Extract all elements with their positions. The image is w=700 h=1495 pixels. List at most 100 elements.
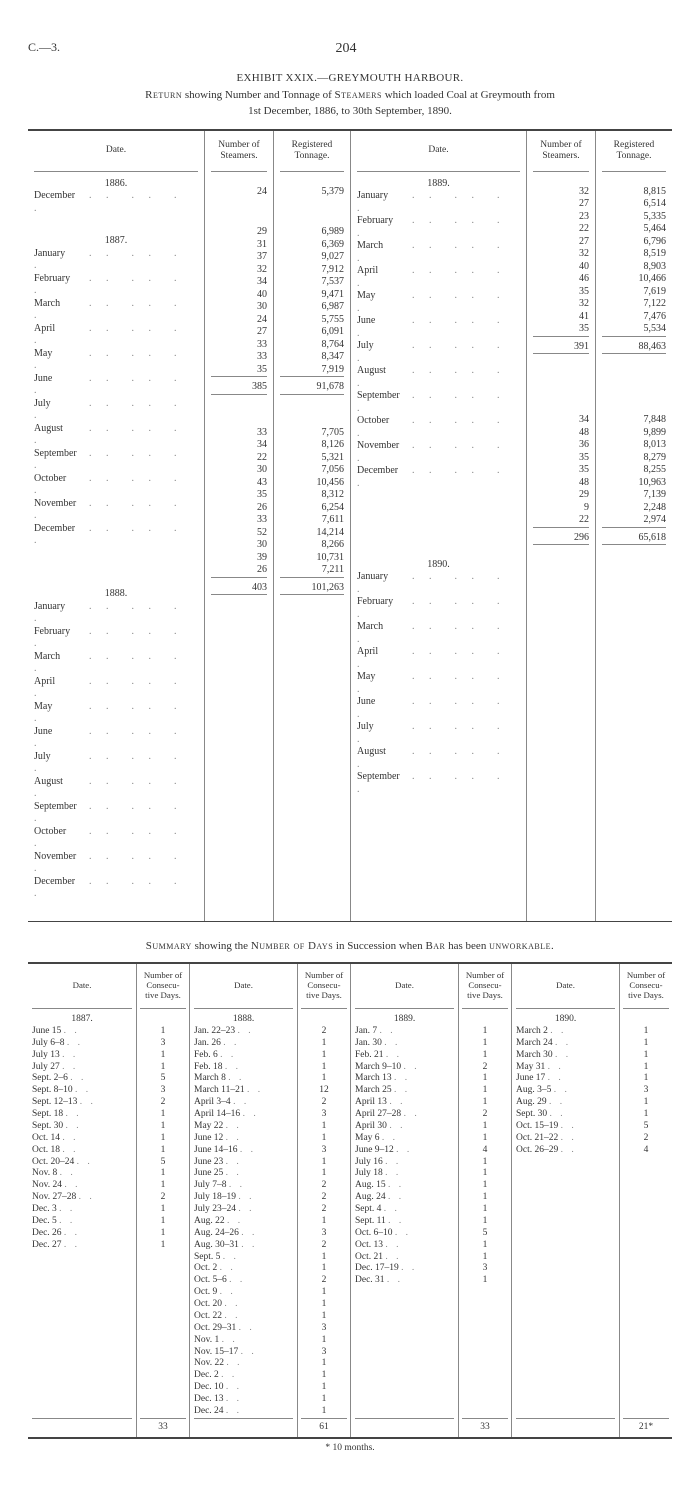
- bar-days-count: 1: [301, 1168, 347, 1180]
- month-label: December. . . . . .: [34, 523, 198, 548]
- bar-days-count: 5: [140, 1073, 186, 1085]
- month-label: February. . . . . .: [34, 626, 198, 651]
- bar-days-count: 3: [301, 1145, 347, 1157]
- steamer-count: 43: [211, 477, 267, 490]
- steamer-count: 39: [211, 552, 267, 565]
- month-label: September. . . . . .: [357, 390, 520, 415]
- tonnage-value: 7,056: [280, 464, 344, 477]
- month-label: August. . . . . .: [34, 423, 198, 448]
- steamer-count: 31: [211, 239, 267, 252]
- month-label: January. . . . . .: [34, 248, 198, 273]
- bar-days-count: 1: [301, 1335, 347, 1347]
- bar-date: July 23–24 . .: [194, 1204, 293, 1216]
- month-label: March. . . . . .: [34, 298, 198, 323]
- steamer-count: 35: [533, 323, 589, 336]
- bar-days-count: 1: [301, 1370, 347, 1382]
- exhibit-title: EXHIBIT XXIX.—GREYMOUTH HARBOUR.: [28, 72, 672, 86]
- bar-days-count: 1: [140, 1133, 186, 1145]
- month-label: June. . . . . .: [357, 696, 520, 721]
- bar-days-count: 1: [623, 1038, 669, 1050]
- bar-days-count: 1: [301, 1299, 347, 1311]
- bar-date: Oct. 2 . .: [194, 1263, 293, 1275]
- month-label: July. . . . . .: [34, 751, 198, 776]
- tonnage-value: 8,255: [602, 464, 666, 477]
- bar-date: April 3–4 . .: [194, 1097, 293, 1109]
- tonnage-value: 7,139: [602, 489, 666, 502]
- bar-date: March 2 . .: [516, 1026, 615, 1038]
- tonnage-value: 8,764: [280, 339, 344, 352]
- bar-days-count: 1: [301, 1358, 347, 1370]
- col-head-ton: Registered Tonnage.: [280, 131, 344, 172]
- bar-date: March 30 . .: [516, 1050, 615, 1062]
- year-label: 1888.: [194, 1009, 293, 1026]
- year-label: 1886.: [34, 172, 198, 191]
- bar-days-count: 1: [301, 1382, 347, 1394]
- bar-days-count: 3: [623, 1085, 669, 1097]
- month-label: November. . . . . .: [34, 851, 198, 876]
- tonnage-value: 5,321: [280, 452, 344, 465]
- bar-days-count: 12: [301, 1085, 347, 1097]
- tonnage-value: 9,027: [280, 251, 344, 264]
- tonnage-value: 6,514: [602, 198, 666, 211]
- tonnage-value: 7,211: [280, 564, 344, 577]
- bar-date: June 23 . .: [194, 1157, 293, 1169]
- month-label: May. . . . . .: [34, 348, 198, 373]
- bar-date: Jan. 22–23 . .: [194, 1026, 293, 1038]
- tonnage-value: 7,611: [280, 514, 344, 527]
- bar-date: Nov. 8 . .: [32, 1168, 132, 1180]
- month-label: May. . . . . .: [34, 701, 198, 726]
- tonnage-value: 7,919: [280, 364, 344, 377]
- bar-days-count: 2: [301, 1026, 347, 1038]
- bar-days-count: 1: [462, 1073, 508, 1085]
- steamer-count: 46: [533, 273, 589, 286]
- steamer-count: 48: [533, 477, 589, 490]
- bar-days-count: 1: [623, 1026, 669, 1038]
- bar-days-count: 3: [462, 1263, 508, 1275]
- bar-date: Dec. 5 . .: [32, 1216, 132, 1228]
- bar-date: June 25 . .: [194, 1168, 293, 1180]
- bar-days-count: 1: [462, 1121, 508, 1133]
- summary-title: Summary showing the Number of Days in Su…: [28, 940, 672, 954]
- tonnage-value: 8,903: [602, 261, 666, 274]
- bar-date: Oct. 26–29 . .: [516, 1145, 615, 1157]
- tonnage-value: 5,534: [602, 323, 666, 336]
- bar-days-count: 1: [462, 1133, 508, 1145]
- bar-days-count: 1: [301, 1394, 347, 1406]
- total-steamers: 403: [211, 582, 267, 595]
- bar-days-count: 1: [140, 1216, 186, 1228]
- bar-days-count: 1: [462, 1085, 508, 1097]
- bar-date: May 22 . .: [194, 1121, 293, 1133]
- bar-days-count: 1: [301, 1050, 347, 1062]
- bar-days-count: 5: [140, 1157, 186, 1169]
- bar-date: Oct. 21 . .: [355, 1252, 454, 1264]
- bar-days-count: 1: [462, 1252, 508, 1264]
- bar-days-count: 3: [140, 1085, 186, 1097]
- bar-days-count: 1: [301, 1287, 347, 1299]
- tonnage-value: 8,347: [280, 351, 344, 364]
- tonnage-value: 6,091: [280, 326, 344, 339]
- bar-days-count: 1: [140, 1240, 186, 1252]
- steamer-count: 33: [211, 339, 267, 352]
- month-label: May. . . . . .: [357, 671, 520, 696]
- bar-date: Aug. 30–31 . .: [194, 1240, 293, 1252]
- bar-date: Dec. 3 . .: [32, 1204, 132, 1216]
- bar-date: Jan. 26 . .: [194, 1038, 293, 1050]
- steamer-count: 35: [533, 286, 589, 299]
- tonnage-value: 6,989: [280, 226, 344, 239]
- tonnage-value: 8,126: [280, 439, 344, 452]
- steamer-count: 35: [533, 464, 589, 477]
- bar-days-count: 1: [462, 1168, 508, 1180]
- tonnage-value: 5,379: [280, 186, 344, 199]
- bar-date: Sept. 11 . .: [355, 1216, 454, 1228]
- year-label: 1888.: [34, 582, 198, 601]
- month-label: July. . . . . .: [357, 721, 520, 746]
- bar-days-count: 2: [301, 1180, 347, 1192]
- month-label: March. . . . . .: [357, 621, 520, 646]
- steamer-count: 52: [211, 527, 267, 540]
- bar-date: Sept. 12–13 . .: [32, 1097, 132, 1109]
- bar-date: Oct. 18 . .: [32, 1145, 132, 1157]
- bar-date: Dec. 13 . .: [194, 1394, 293, 1406]
- steamer-count: 27: [533, 198, 589, 211]
- bar-days-count: 4: [462, 1145, 508, 1157]
- total-tonnage: 101,263: [280, 582, 344, 595]
